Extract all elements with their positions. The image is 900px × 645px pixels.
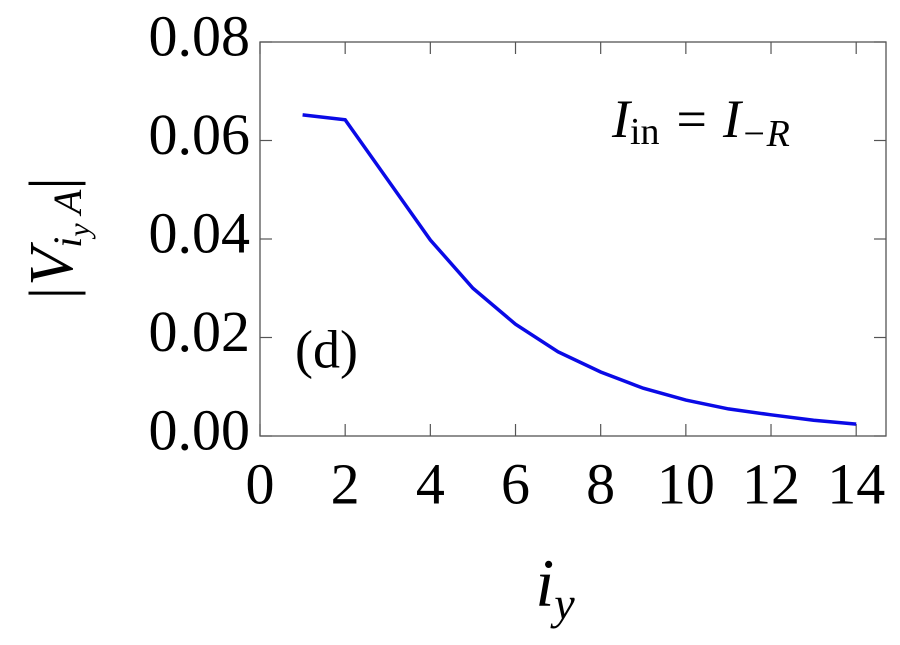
x-tick-label: 10	[657, 451, 715, 516]
x-tick-label: 14	[827, 451, 885, 516]
x-tick-label: 4	[416, 451, 445, 516]
y-tick-label: 0.06	[149, 102, 251, 167]
y-label-part: |	[18, 177, 86, 189]
annotation-part: in	[630, 111, 660, 153]
x-label-part: i	[535, 545, 554, 621]
y-tick-label: 0.00	[149, 397, 251, 462]
y-axis-label: |Viy A|	[18, 177, 96, 303]
y-tick-label: 0.02	[149, 299, 251, 364]
y-label-part: i	[45, 237, 90, 248]
x-tick-label: 8	[586, 451, 615, 516]
annotation-part: −R	[741, 113, 790, 155]
x-tick-label: 0	[246, 451, 275, 516]
data-line	[302, 113, 857, 426]
x-tick-label: 6	[501, 451, 530, 516]
x-label-part: y	[550, 578, 575, 629]
y-tick-label: 0.08	[149, 3, 251, 68]
annotation-part: = I	[660, 89, 744, 149]
x-axis-label: iy	[535, 545, 575, 629]
y-label-part: |V	[18, 242, 86, 303]
panel-label: (d)	[295, 319, 358, 379]
y-label-part: A	[45, 189, 90, 223]
y-label-part: y	[63, 223, 96, 240]
annotation-part: I	[611, 89, 633, 149]
y-tick-label: 0.04	[149, 200, 251, 265]
x-tick-label: 2	[331, 451, 360, 516]
x-tick-label: 12	[742, 451, 800, 516]
annotation: Iin = I−R	[611, 89, 790, 154]
